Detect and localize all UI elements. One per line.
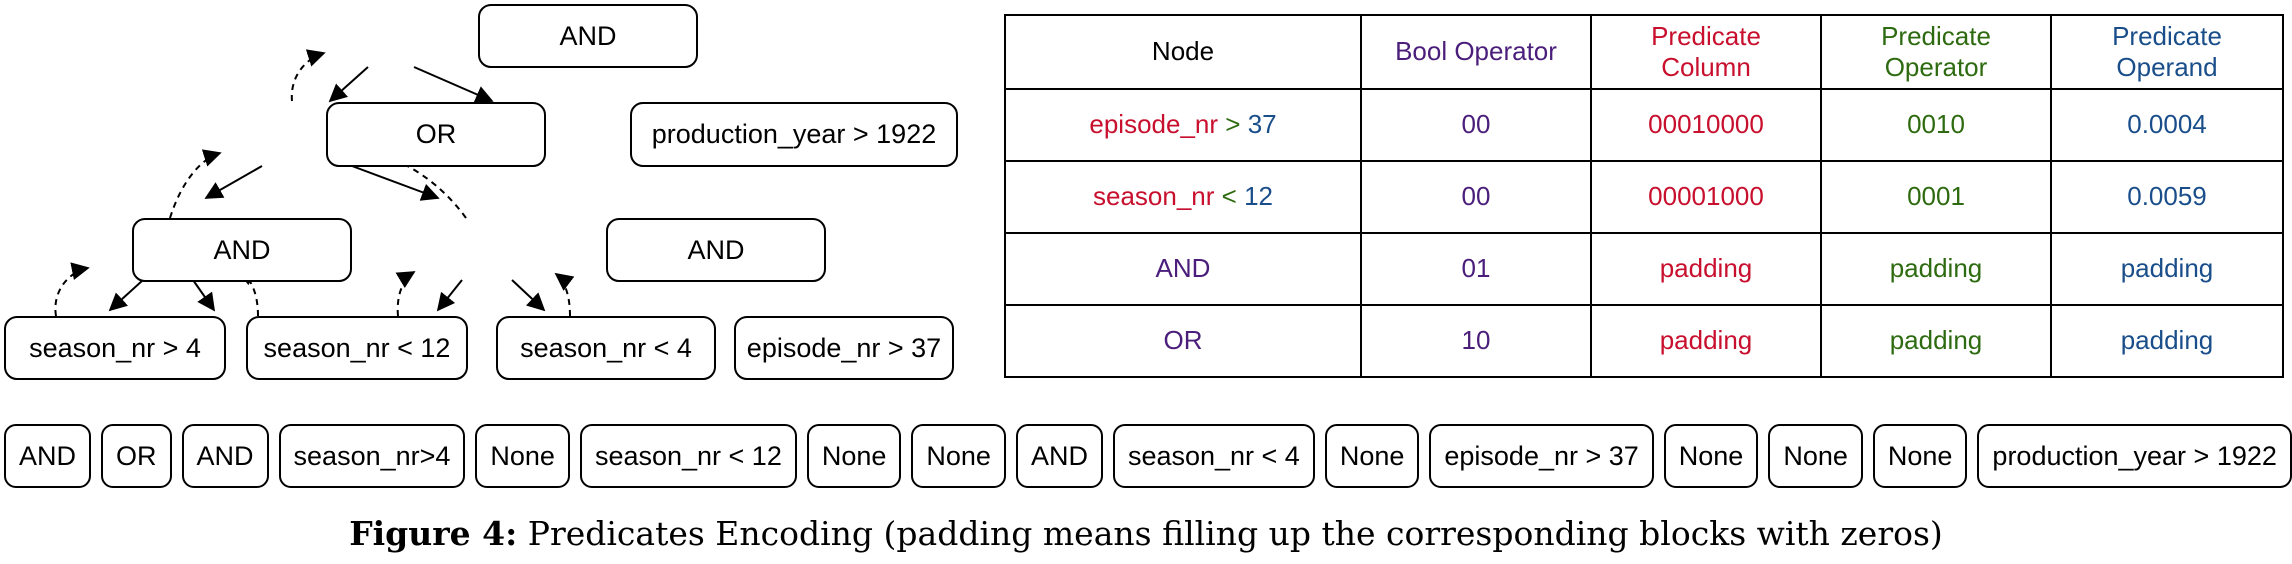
node-operator: < <box>1221 181 1237 212</box>
edge-or-andleft <box>204 165 263 199</box>
node-column-name: episode_nr <box>1089 109 1219 140</box>
sequence-row: AND OR AND season_nr>4 None season_nr < … <box>4 424 2292 488</box>
cell-predicate-column: padding <box>1590 232 1822 306</box>
header-node: Node <box>1004 14 1362 90</box>
cell-bool-operator: 10 <box>1360 304 1592 378</box>
table-row: OR 10 padding padding padding <box>1004 304 2284 378</box>
table-row: season_nr < 12 00 00001000 0001 0.0059 <box>1004 160 2284 234</box>
sequence-item: OR <box>101 424 172 488</box>
header-predicate-operator-line1: Predicate <box>1881 20 1991 51</box>
tree-node-season-lt-12: season_nr < 12 <box>246 316 468 380</box>
node-column-name: season_nr <box>1093 181 1215 212</box>
table-row: AND 01 padding padding padding <box>1004 232 2284 306</box>
sequence-item: None <box>1768 424 1863 488</box>
dash-s4-andleft <box>54 262 90 317</box>
figure-caption: Figure 4: Predicates Encoding (padding m… <box>0 514 2292 553</box>
encoding-table: Node Bool Operator Predicate Column Pred… <box>1004 14 2284 378</box>
header-predicate-column-line1: Predicate <box>1651 20 1761 51</box>
sequence-item: None <box>1872 424 1968 488</box>
cell-predicate-operand: padding <box>2050 304 2284 378</box>
table-header-row: Node Bool Operator Predicate Column Pred… <box>1004 14 2284 90</box>
cell-predicate-operand: 0.0004 <box>2050 88 2284 162</box>
cell-bool-operator: 00 <box>1360 88 1592 162</box>
sequence-item: None <box>911 424 1006 488</box>
tree-node-episode-gt-37: episode_nr > 37 <box>734 316 954 380</box>
tree-node-production-year: production_year > 1922 <box>630 102 958 167</box>
header-predicate-operand-line2: Operand <box>2116 52 2218 82</box>
cell-predicate-operator: padding <box>1820 232 2052 306</box>
dash-s4r-andright <box>395 271 416 317</box>
tree-node-or: OR <box>326 102 546 167</box>
dash-andleft-or <box>169 149 222 219</box>
edge-and-production <box>413 66 494 103</box>
header-predicate-operator: Predicate Operator <box>1820 14 2052 90</box>
dash-e37-andright <box>554 272 575 317</box>
sequence-item: None <box>475 424 570 488</box>
tree-node-and-left: AND <box>132 218 352 282</box>
node-operator: > <box>1225 109 1241 140</box>
sequence-item: production_year > 1922 <box>1977 424 2292 488</box>
dash-or-and <box>290 49 326 102</box>
header-predicate-column: Predicate Column <box>1590 14 1822 90</box>
cell-predicate-column: padding <box>1590 304 1822 378</box>
cell-bool-operator: 01 <box>1360 232 1592 306</box>
sequence-item: season_nr>4 <box>278 424 466 488</box>
cell-node: OR <box>1004 304 1362 378</box>
edge-andright-s4 <box>436 279 463 312</box>
cell-predicate-column: 00001000 <box>1590 160 1822 234</box>
tree-node-and-right: AND <box>606 218 826 282</box>
header-predicate-operator-line2: Operator <box>1884 52 1988 82</box>
sequence-item: AND <box>4 424 92 488</box>
header-bool-operator: Bool Operator <box>1360 14 1592 90</box>
cell-node: episode_nr > 37 <box>1004 88 1362 162</box>
cell-predicate-operand: padding <box>2050 232 2284 306</box>
sequence-item: AND <box>181 424 269 488</box>
edge-andleft-s12 <box>192 279 216 312</box>
cell-predicate-operand: 0.0059 <box>2050 160 2284 234</box>
cell-predicate-column: 00010000 <box>1590 88 1822 162</box>
predicate-tree: AND OR production_year > 1922 AND AND se… <box>0 0 980 390</box>
edge-andright-e37 <box>511 279 546 312</box>
node-operand: 12 <box>1244 181 1273 212</box>
sequence-item: None <box>1324 424 1420 488</box>
sequence-item: AND <box>1015 424 1103 488</box>
sequence-item: episode_nr > 37 <box>1429 424 1654 488</box>
tree-node-season-gt-4: season_nr > 4 <box>4 316 226 380</box>
sequence-item: None <box>806 424 902 488</box>
sequence-item: None <box>1663 424 1759 488</box>
cell-bool-operator: 00 <box>1360 160 1592 234</box>
header-predicate-operand-line1: Predicate <box>2112 20 2222 51</box>
table-row: episode_nr > 37 00 00010000 0010 0.0004 <box>1004 88 2284 162</box>
caption-label: Figure 4: <box>349 514 518 553</box>
edge-or-andright <box>351 165 440 201</box>
cell-node: AND <box>1004 232 1362 306</box>
caption-text: Predicates Encoding (padding means filli… <box>527 514 1943 553</box>
edge-and-or <box>328 66 369 103</box>
cell-node: season_nr < 12 <box>1004 160 1362 234</box>
cell-predicate-operator: 0001 <box>1820 160 2052 234</box>
edge-andleft-s4 <box>108 279 144 312</box>
cell-predicate-operator: padding <box>1820 304 2052 378</box>
node-operand: 37 <box>1247 109 1277 140</box>
sequence-item: season_nr < 12 <box>579 424 797 488</box>
cell-predicate-operator: 0010 <box>1820 88 2052 162</box>
header-predicate-column-line2: Column <box>1661 52 1751 82</box>
header-predicate-operand: Predicate Operand <box>2050 14 2284 90</box>
tree-node-and-root: AND <box>478 4 698 68</box>
sequence-item: season_nr < 4 <box>1112 424 1315 488</box>
tree-node-season-lt-4: season_nr < 4 <box>496 316 716 380</box>
